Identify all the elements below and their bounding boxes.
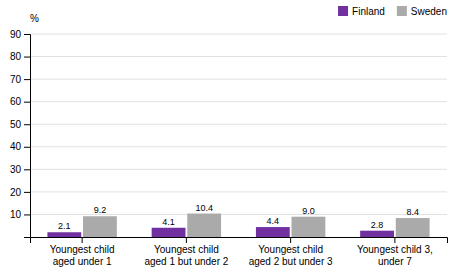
y-tick-mark [24, 214, 30, 215]
bar [360, 231, 394, 237]
y-tick-mark [24, 102, 30, 103]
legend-swatch [397, 6, 407, 16]
legend-item: Finland [338, 6, 385, 17]
y-tick-label: 20 [10, 187, 22, 198]
y-tick: 70 [10, 74, 30, 85]
x-tick-label-line: aged 2 but under 3 [249, 256, 333, 267]
x-tick-mark [394, 237, 395, 243]
grid-line [30, 214, 447, 215]
x-tick-mark [82, 237, 83, 243]
data-label: 9.0 [302, 206, 315, 216]
bar [292, 217, 326, 237]
y-tick: 20 [10, 187, 30, 198]
data-label: 4.4 [267, 216, 280, 226]
grid-line [30, 146, 447, 147]
y-tick: 40 [10, 141, 30, 152]
plot: 102030405060708090Youngest childaged und… [10, 29, 448, 267]
grid-line [30, 34, 447, 35]
x-tick-label-line: Youngest child [50, 244, 115, 255]
y-tick-label: 80 [10, 51, 22, 62]
y-axis-title: % [30, 13, 39, 24]
data-label: 2.8 [371, 220, 384, 230]
legend-label: Sweden [411, 6, 447, 17]
y-tick-mark [24, 124, 30, 125]
grid-line [30, 191, 447, 192]
bar [47, 232, 81, 237]
y-tick-mark [24, 169, 30, 170]
x-tick: Youngest childaged 2 but under 3 [249, 237, 333, 267]
legend-label: Finland [352, 6, 385, 17]
x-tick-label: Youngest childaged 1 but under 2 [144, 244, 228, 267]
legend-swatch [338, 6, 348, 16]
bar [83, 216, 117, 237]
data-label: 10.4 [195, 203, 213, 213]
y-tick-mark [24, 192, 30, 193]
y-tick-label: 90 [10, 29, 22, 40]
y-tick: 50 [10, 119, 30, 130]
y-tick-label: 30 [10, 164, 22, 175]
x-tick: Youngest childaged 1 but under 2 [144, 237, 228, 267]
y-tick-mark [24, 57, 30, 58]
grid [30, 34, 447, 214]
data-labels: 2.1 4.1 4.4 2.8 9.2 10.4 9.0 8.4 [58, 203, 419, 232]
x-tick-label-line: aged 1 but under 2 [144, 256, 228, 267]
x-tick-label-line: Youngest child [154, 244, 219, 255]
grid-line [30, 101, 447, 102]
y-tick-mark [24, 34, 30, 35]
y-axis-line [24, 35, 31, 238]
legend-item: Sweden [397, 6, 447, 17]
y-tick-label: 10 [10, 209, 22, 220]
x-tick-mark [290, 237, 291, 243]
grid-line [30, 124, 447, 125]
bar [187, 214, 221, 237]
y-tick-label: 40 [10, 141, 22, 152]
x-tick-label-line: aged under 1 [53, 256, 112, 267]
x-axis-line [31, 238, 448, 244]
x-tick-label: Youngest child 3,under 7 [357, 244, 433, 267]
y-axis: 10 20 30 40 50 60 70 80 90 [10, 29, 31, 238]
y-tick: 60 [10, 96, 30, 107]
grid-line [30, 56, 447, 57]
data-label: 2.1 [58, 221, 71, 231]
data-label: 9.2 [94, 205, 107, 215]
x-tick-label: Youngest childaged 2 but under 3 [249, 244, 333, 267]
bars [47, 214, 429, 237]
y-tick-label: 60 [10, 96, 22, 107]
x-tick-label-line: Youngest child 3, [357, 244, 433, 255]
series [83, 214, 430, 237]
y-tick-label: 50 [10, 119, 22, 130]
x-tick-label-line: under 7 [378, 256, 412, 267]
grid-line [30, 169, 447, 170]
x-tick: Youngest child 3,under 7 [357, 237, 433, 267]
y-tick: 10 [10, 209, 30, 220]
y-tick: 90 [10, 29, 30, 40]
data-label: 4.1 [162, 217, 175, 227]
x-tick-label-line: Youngest child [258, 244, 323, 255]
bar [152, 228, 186, 237]
bar [396, 218, 430, 237]
chart: 102030405060708090Youngest childaged und… [0, 0, 459, 275]
x-tick-mark [186, 237, 187, 243]
y-tick: 30 [10, 164, 30, 175]
x-tick: Youngest childaged under 1 [50, 237, 115, 267]
y-tick: 80 [10, 51, 30, 62]
x-tick-label: Youngest childaged under 1 [50, 244, 115, 267]
y-tick-mark [24, 79, 30, 80]
y-tick-mark [24, 147, 30, 148]
x-axis: Youngest childaged under 1Youngest child… [31, 237, 448, 267]
grid-line [30, 79, 447, 80]
bar [256, 227, 290, 237]
data-label: 8.4 [406, 207, 419, 217]
legend: Finland Sweden [338, 6, 447, 17]
y-tick-label: 70 [10, 74, 22, 85]
